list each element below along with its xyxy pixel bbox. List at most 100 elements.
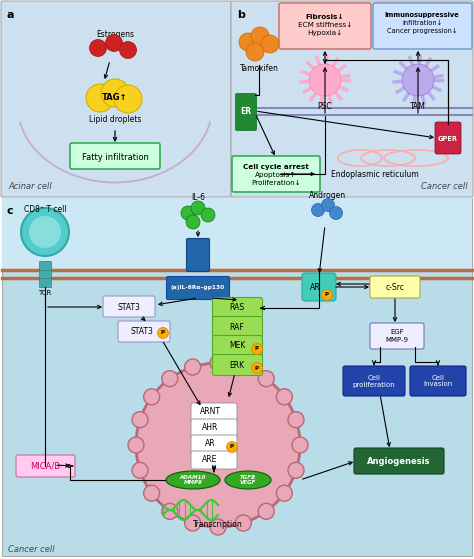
Circle shape: [162, 503, 178, 519]
Text: P: P: [255, 347, 259, 352]
Text: AHR: AHR: [202, 424, 218, 433]
Text: ARE: ARE: [202, 456, 218, 465]
Circle shape: [246, 43, 264, 61]
FancyBboxPatch shape: [212, 297, 263, 319]
Ellipse shape: [225, 471, 271, 489]
Text: GPER: GPER: [438, 136, 458, 142]
FancyBboxPatch shape: [118, 321, 170, 342]
Text: ERK: ERK: [229, 361, 245, 369]
Circle shape: [101, 79, 129, 107]
Text: RAF: RAF: [229, 323, 245, 331]
Circle shape: [288, 411, 304, 428]
Text: infiltration↓: infiltration↓: [402, 20, 442, 26]
FancyBboxPatch shape: [103, 296, 155, 317]
Circle shape: [309, 64, 341, 96]
FancyBboxPatch shape: [354, 448, 444, 474]
Text: Angiogenesis: Angiogenesis: [367, 457, 431, 466]
Text: PSC: PSC: [318, 102, 332, 111]
Circle shape: [235, 515, 251, 531]
FancyBboxPatch shape: [191, 403, 237, 421]
Text: ARNT: ARNT: [200, 408, 220, 416]
Circle shape: [186, 215, 200, 229]
FancyBboxPatch shape: [39, 278, 51, 287]
Circle shape: [252, 343, 263, 354]
Text: STAT3: STAT3: [130, 326, 154, 335]
Text: b: b: [237, 10, 245, 20]
Circle shape: [239, 33, 257, 51]
Circle shape: [210, 355, 226, 371]
Circle shape: [185, 359, 201, 375]
Text: STAT3: STAT3: [118, 302, 140, 311]
Circle shape: [106, 35, 122, 51]
Circle shape: [292, 437, 308, 453]
Text: Cell cycle arrest: Cell cycle arrest: [243, 164, 309, 170]
Circle shape: [321, 290, 332, 301]
Circle shape: [132, 411, 148, 428]
Circle shape: [311, 203, 325, 216]
Text: TGFB
VEGF: TGFB VEGF: [240, 475, 256, 485]
FancyBboxPatch shape: [191, 451, 237, 469]
Text: Fatty infiltration: Fatty infiltration: [82, 153, 148, 162]
Circle shape: [288, 462, 304, 479]
Circle shape: [258, 371, 274, 387]
Text: AR: AR: [310, 282, 320, 291]
Text: Tamoxifen: Tamoxifen: [239, 64, 278, 73]
FancyBboxPatch shape: [166, 277, 229, 300]
Text: ADAM10
MMP9: ADAM10 MMP9: [180, 475, 206, 485]
Circle shape: [201, 208, 215, 222]
Text: Lipid droplets: Lipid droplets: [89, 115, 141, 124]
FancyBboxPatch shape: [373, 3, 472, 49]
Text: Transcription: Transcription: [193, 520, 243, 529]
FancyBboxPatch shape: [370, 323, 424, 349]
FancyBboxPatch shape: [410, 366, 466, 396]
Circle shape: [321, 198, 335, 211]
Text: Cell
proliferation: Cell proliferation: [353, 375, 395, 387]
Text: ECM stiffness↓: ECM stiffness↓: [298, 22, 352, 28]
Text: AR: AR: [205, 439, 215, 448]
Circle shape: [29, 216, 61, 248]
Text: RAS: RAS: [229, 304, 245, 312]
Circle shape: [119, 41, 137, 59]
Text: Estrogens: Estrogens: [96, 30, 134, 39]
Circle shape: [191, 201, 205, 215]
Circle shape: [276, 389, 292, 405]
Circle shape: [261, 35, 279, 53]
Circle shape: [136, 363, 300, 527]
Circle shape: [162, 371, 178, 387]
Text: TCR: TCR: [38, 290, 52, 296]
FancyBboxPatch shape: [343, 366, 405, 396]
Text: MICA/B: MICA/B: [30, 462, 60, 471]
Text: P: P: [325, 292, 329, 297]
FancyBboxPatch shape: [235, 93, 257, 113]
FancyBboxPatch shape: [212, 316, 263, 338]
Circle shape: [258, 503, 274, 519]
FancyBboxPatch shape: [16, 455, 75, 477]
FancyBboxPatch shape: [212, 354, 263, 376]
FancyBboxPatch shape: [39, 270, 51, 278]
Circle shape: [402, 64, 434, 96]
Text: ER: ER: [240, 107, 252, 116]
FancyBboxPatch shape: [370, 276, 420, 298]
Text: Proliferation↓: Proliferation↓: [251, 180, 301, 186]
FancyBboxPatch shape: [39, 261, 51, 270]
Text: Immunosuppressive: Immunosuppressive: [384, 12, 459, 18]
FancyBboxPatch shape: [70, 143, 160, 169]
Text: MEK: MEK: [229, 342, 245, 350]
Text: Hypoxia↓: Hypoxia↓: [307, 30, 343, 36]
Ellipse shape: [166, 471, 220, 489]
FancyBboxPatch shape: [191, 435, 237, 453]
Text: P: P: [161, 330, 165, 335]
FancyBboxPatch shape: [2, 198, 472, 270]
Text: a: a: [7, 10, 15, 20]
Text: P: P: [255, 366, 259, 371]
Circle shape: [132, 462, 148, 479]
Circle shape: [21, 208, 69, 256]
Circle shape: [329, 206, 343, 220]
Circle shape: [114, 85, 142, 113]
Circle shape: [252, 362, 263, 373]
Text: Cell
Invasion: Cell Invasion: [423, 375, 453, 387]
Circle shape: [90, 40, 107, 56]
Text: EGF
MMP-9: EGF MMP-9: [385, 329, 409, 343]
Text: Apoptosis↑: Apoptosis↑: [255, 172, 297, 178]
Text: CD8⁺ T cell: CD8⁺ T cell: [24, 205, 66, 214]
